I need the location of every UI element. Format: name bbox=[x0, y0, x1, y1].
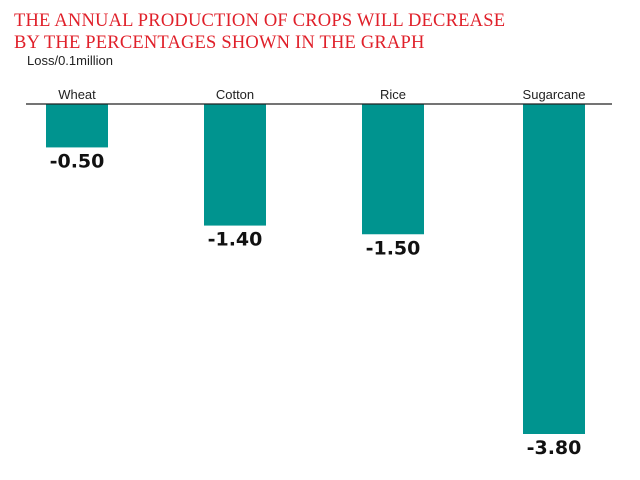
data-label: -1.50 bbox=[366, 237, 421, 259]
data-label: -3.80 bbox=[527, 437, 582, 459]
bar bbox=[362, 104, 424, 235]
category-label: Wheat bbox=[58, 87, 96, 102]
category-label: Rice bbox=[380, 87, 406, 102]
bar bbox=[523, 104, 585, 434]
bar bbox=[46, 104, 108, 148]
title-line-2: BY THE PERCENTAGES SHOWN IN THE GRAPH bbox=[14, 33, 425, 53]
category-label: Cotton bbox=[216, 87, 254, 102]
title-line-1: THE ANNUAL PRODUCTION OF CROPS WILL DECR… bbox=[14, 11, 506, 31]
category-label: Sugarcane bbox=[523, 87, 586, 102]
data-label: -1.40 bbox=[208, 229, 263, 251]
data-label: -0.50 bbox=[50, 150, 105, 172]
y-axis-label: Loss/0.1million bbox=[27, 53, 113, 68]
chart-title: THE ANNUAL PRODUCTION OF CROPS WILL DECR… bbox=[14, 10, 624, 54]
bar bbox=[204, 104, 266, 226]
